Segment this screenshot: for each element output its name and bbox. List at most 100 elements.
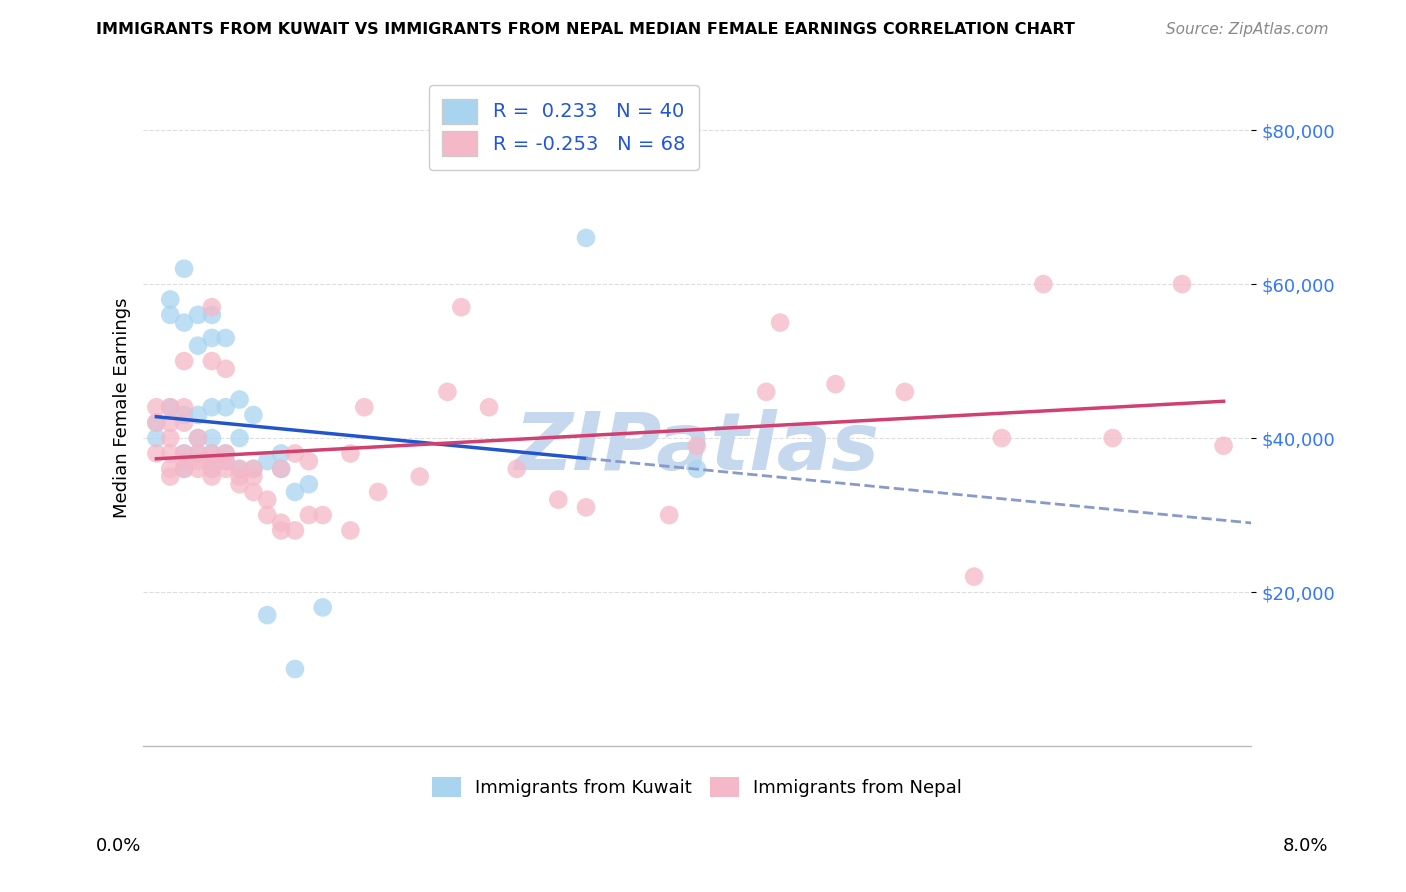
- Point: [270, 516, 292, 530]
- Legend: Immigrants from Kuwait, Immigrants from Nepal: Immigrants from Kuwait, Immigrants from …: [425, 770, 969, 805]
- Point: [284, 446, 307, 460]
- Point: [298, 508, 321, 522]
- Point: [145, 431, 167, 445]
- Point: [575, 231, 598, 245]
- Point: [173, 446, 195, 460]
- Point: [215, 454, 238, 468]
- Point: [173, 446, 195, 460]
- Point: [187, 446, 209, 460]
- Point: [284, 484, 307, 499]
- Point: [242, 462, 264, 476]
- Point: [228, 477, 250, 491]
- Point: [201, 431, 224, 445]
- Point: [187, 431, 209, 445]
- Point: [824, 377, 846, 392]
- Point: [145, 446, 167, 460]
- Point: [201, 354, 224, 368]
- Point: [201, 300, 224, 314]
- Point: [991, 431, 1014, 445]
- Point: [686, 439, 709, 453]
- Point: [187, 462, 209, 476]
- Text: 0.0%: 0.0%: [96, 837, 141, 855]
- Point: [173, 316, 195, 330]
- Text: IMMIGRANTS FROM KUWAIT VS IMMIGRANTS FROM NEPAL MEDIAN FEMALE EARNINGS CORRELATI: IMMIGRANTS FROM KUWAIT VS IMMIGRANTS FRO…: [96, 22, 1074, 37]
- Point: [242, 462, 264, 476]
- Point: [353, 401, 375, 415]
- Point: [159, 446, 181, 460]
- Point: [228, 462, 250, 476]
- Point: [173, 401, 195, 415]
- Point: [1101, 431, 1123, 445]
- Point: [409, 469, 432, 483]
- Point: [215, 446, 238, 460]
- Point: [228, 392, 250, 407]
- Point: [506, 462, 529, 476]
- Point: [159, 293, 181, 307]
- Point: [173, 261, 195, 276]
- Point: [215, 462, 238, 476]
- Point: [173, 462, 195, 476]
- Point: [312, 600, 335, 615]
- Text: ZIPatlas: ZIPatlas: [515, 409, 879, 487]
- Point: [187, 308, 209, 322]
- Point: [159, 462, 181, 476]
- Point: [298, 454, 321, 468]
- Point: [256, 454, 278, 468]
- Point: [145, 401, 167, 415]
- Point: [963, 569, 986, 583]
- Point: [201, 462, 224, 476]
- Point: [1212, 439, 1234, 453]
- Point: [145, 416, 167, 430]
- Point: [159, 308, 181, 322]
- Point: [686, 462, 709, 476]
- Point: [270, 524, 292, 538]
- Point: [755, 384, 778, 399]
- Point: [256, 508, 278, 522]
- Point: [187, 431, 209, 445]
- Point: [450, 300, 472, 314]
- Y-axis label: Median Female Earnings: Median Female Earnings: [114, 297, 131, 517]
- Point: [187, 408, 209, 422]
- Point: [201, 308, 224, 322]
- Point: [575, 500, 598, 515]
- Point: [547, 492, 569, 507]
- Point: [201, 401, 224, 415]
- Point: [215, 331, 238, 345]
- Point: [201, 331, 224, 345]
- Point: [228, 431, 250, 445]
- Point: [256, 608, 278, 623]
- Point: [1032, 277, 1054, 291]
- Point: [201, 454, 224, 468]
- Point: [159, 401, 181, 415]
- Point: [215, 361, 238, 376]
- Text: Source: ZipAtlas.com: Source: ZipAtlas.com: [1166, 22, 1329, 37]
- Point: [284, 524, 307, 538]
- Point: [242, 469, 264, 483]
- Point: [658, 508, 681, 522]
- Point: [215, 446, 238, 460]
- Point: [894, 384, 917, 399]
- Point: [201, 446, 224, 460]
- Point: [298, 477, 321, 491]
- Point: [159, 416, 181, 430]
- Point: [478, 401, 501, 415]
- Point: [201, 469, 224, 483]
- Point: [228, 469, 250, 483]
- Point: [173, 416, 195, 430]
- Point: [339, 524, 361, 538]
- Point: [436, 384, 458, 399]
- Point: [187, 446, 209, 460]
- Point: [215, 454, 238, 468]
- Point: [242, 408, 264, 422]
- Point: [270, 462, 292, 476]
- Point: [159, 469, 181, 483]
- Point: [173, 354, 195, 368]
- Point: [270, 446, 292, 460]
- Point: [187, 339, 209, 353]
- Point: [284, 662, 307, 676]
- Point: [215, 401, 238, 415]
- Point: [312, 508, 335, 522]
- Point: [339, 446, 361, 460]
- Point: [159, 401, 181, 415]
- Point: [242, 484, 264, 499]
